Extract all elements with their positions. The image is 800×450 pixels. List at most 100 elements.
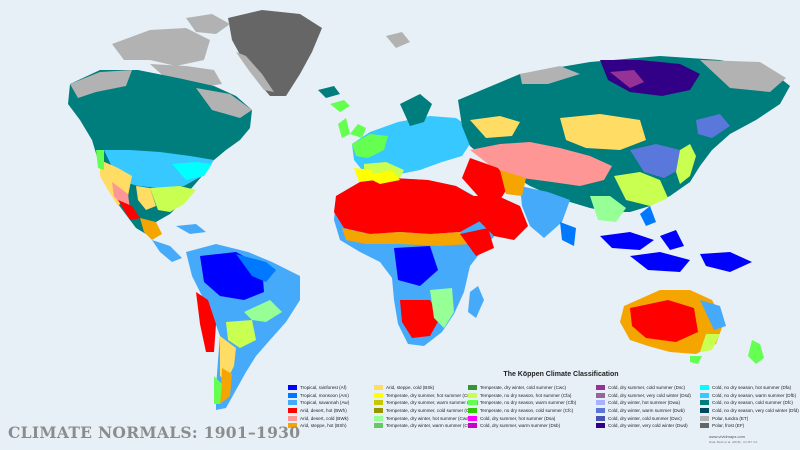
legend-label: Tropical, rainforest (Af) bbox=[300, 385, 347, 391]
legend-label: Temperate, dry summer, warm summer (Csb) bbox=[386, 400, 479, 406]
legend-label: Polar, tundra (ET) bbox=[712, 415, 749, 421]
north-america bbox=[68, 70, 252, 262]
legend-swatch bbox=[700, 408, 709, 414]
legend-label: Cold, dry winter, warm summer (Dwb) bbox=[608, 408, 685, 414]
map-title: CLIMATE NORMALS: 1901–1930 bbox=[8, 423, 301, 442]
legend-label: Temperate, dry summer, cold summer (Csc) bbox=[386, 408, 476, 414]
australia bbox=[620, 290, 726, 364]
iceland bbox=[318, 86, 340, 98]
legend-swatch bbox=[700, 400, 709, 406]
legend-item: Temperate, dry winter, hot summer (Cwa) bbox=[374, 414, 504, 422]
legend-swatch bbox=[288, 400, 297, 406]
legend-item: Temperate, dry winter, cold summer (Cwc) bbox=[468, 384, 598, 392]
legend-swatch bbox=[596, 392, 605, 398]
legend-swatch bbox=[596, 408, 605, 414]
legend-label: Cold, no dry season, cold summer (Dfc) bbox=[712, 400, 793, 406]
legend-swatch bbox=[374, 408, 383, 414]
credit: www.vividmaps.com bbox=[709, 434, 746, 439]
legend-swatch bbox=[468, 392, 477, 398]
legend-label: Cold, dry winter, cold summer (Dwc) bbox=[608, 415, 682, 421]
maritime-southeast-asia bbox=[600, 206, 752, 272]
legend-swatch bbox=[374, 385, 383, 391]
legend-item: Polar, tundra (ET) bbox=[700, 414, 800, 422]
legend-label: Cold, dry winter, hot summer (Dwa) bbox=[608, 400, 680, 406]
legend-label: Tropical, monsoon (Am) bbox=[300, 392, 349, 398]
legend-item: Temperate, dry summer, hot summer (Csa) bbox=[374, 392, 504, 400]
legend-swatch bbox=[288, 415, 297, 421]
legend-label: Tropical, savannah (Aw) bbox=[300, 400, 350, 406]
legend-item: Cold, dry summer, warm summer (Dsb) bbox=[468, 422, 598, 430]
legend-label: Cold, dry summer, cold summer (Dsc) bbox=[608, 385, 686, 391]
legend-item: Temperate, no dry season, hot summer (Cf… bbox=[468, 392, 598, 400]
legend-item: Tropical, rainforest (Af) bbox=[288, 384, 418, 392]
legend-label: Cold, dry winter, very cold winter (Dwd) bbox=[608, 423, 688, 429]
legend-swatch bbox=[288, 423, 297, 429]
legend-item: Cold, dry winter, cold summer (Dwc) bbox=[596, 414, 726, 422]
legend-swatch bbox=[596, 423, 605, 429]
legend-swatch bbox=[700, 385, 709, 391]
data-credit: Data: Beck et al. (2018) · CC BY 4.0 bbox=[709, 440, 758, 444]
legend-swatch bbox=[374, 392, 383, 398]
arabian-peninsula bbox=[470, 196, 528, 240]
legend-column: Tropical, rainforest (Af) Tropical, monso… bbox=[288, 384, 418, 430]
legend-item: Temperate, dry winter, warm summer (Cwb) bbox=[374, 422, 504, 430]
legend-item: Polar, frost (EF) bbox=[700, 422, 800, 430]
legend-label: Temperate, no dry season, hot summer (Cf… bbox=[480, 392, 572, 398]
legend-item: Cold, no dry season, cold summer (Dfc) bbox=[700, 399, 800, 407]
legend-item: Arid, desert, hot (BWh) bbox=[288, 407, 418, 415]
legend-label: Polar, frost (EF) bbox=[712, 423, 745, 429]
legend-label: Cold, no dry season, very cold winter (D… bbox=[712, 408, 799, 414]
legend-swatch bbox=[288, 385, 297, 391]
legend-item: Cold, dry summer, very cold winter (Dsd) bbox=[596, 392, 726, 400]
legend-item: Tropical, monsoon (Am) bbox=[288, 392, 418, 400]
legend-item: Tropical, savannah (Aw) bbox=[288, 399, 418, 407]
legend-label: Arid, steppe, hot (BSh) bbox=[300, 423, 347, 429]
legend-item: Cold, no dry season, very cold winter (D… bbox=[700, 407, 800, 415]
legend-item: Cold, dry winter, warm summer (Dwb) bbox=[596, 407, 726, 415]
legend-label: Cold, no dry season, warm summer (Dfb) bbox=[712, 392, 796, 398]
legend-label: Arid, desert, hot (BWh) bbox=[300, 408, 347, 414]
legend-swatch bbox=[468, 400, 477, 406]
legend-item: Arid, desert, cold (BWk) bbox=[288, 414, 418, 422]
legend-label: Temperate, dry winter, warm summer (Cwb) bbox=[386, 423, 476, 429]
new-zealand bbox=[748, 340, 764, 364]
madagascar bbox=[468, 286, 484, 318]
legend-label: Temperate, no dry season, warm summer (C… bbox=[480, 400, 577, 406]
legend-label: Cold, dry summer, warm summer (Dsb) bbox=[480, 423, 561, 429]
legend-swatch bbox=[288, 408, 297, 414]
legend-swatch bbox=[374, 400, 383, 406]
legend-item: Cold, dry summer, cold summer (Dsc) bbox=[596, 384, 726, 392]
legend-label: Arid, desert, cold (BWk) bbox=[300, 415, 349, 421]
legend-label: Temperate, dry summer, hot summer (Csa) bbox=[386, 392, 474, 398]
legend-item: Temperate, dry summer, cold summer (Csc) bbox=[374, 407, 504, 415]
legend-swatch bbox=[288, 392, 297, 398]
legend-item: Cold, dry summer, hot summer (Dsa) bbox=[468, 414, 598, 422]
canadian-arctic-archipelago bbox=[112, 14, 230, 88]
legend-label: Arid, steppe, cold (BSk) bbox=[386, 385, 435, 391]
legend-swatch bbox=[468, 408, 477, 414]
legend-label: Cold, dry summer, very cold winter (Dsd) bbox=[608, 392, 691, 398]
legend-column: Arid, steppe, cold (BSk) Temperate, dry s… bbox=[374, 384, 504, 430]
legend-label: Temperate, dry winter, cold summer (Cwc) bbox=[480, 385, 567, 391]
legend-column: Temperate, dry winter, cold summer (Cwc)… bbox=[468, 384, 598, 430]
legend-swatch bbox=[596, 415, 605, 421]
africa bbox=[334, 170, 498, 346]
legend-item: Temperate, no dry season, cold summer (C… bbox=[468, 407, 598, 415]
legend-column: Cold, no dry season, hot summer (Dfa) Col… bbox=[700, 384, 800, 430]
legend-column: Cold, dry summer, cold summer (Dsc) Cold,… bbox=[596, 384, 726, 430]
legend-swatch bbox=[468, 385, 477, 391]
legend-item: Arid, steppe, hot (BSh) bbox=[288, 422, 418, 430]
legend-swatch bbox=[468, 423, 477, 429]
legend-item: Cold, dry winter, hot summer (Dwa) bbox=[596, 399, 726, 407]
japan bbox=[676, 144, 696, 184]
legend-item: Cold, dry winter, very cold winter (Dwd) bbox=[596, 422, 726, 430]
legend-swatch bbox=[468, 415, 477, 421]
legend-swatch bbox=[700, 423, 709, 429]
legend-label: Cold, dry summer, hot summer (Dsa) bbox=[480, 415, 556, 421]
legend-item: Temperate, dry summer, warm summer (Csb) bbox=[374, 399, 504, 407]
legend-swatch bbox=[374, 415, 383, 421]
legend-item: Arid, steppe, cold (BSk) bbox=[374, 384, 504, 392]
legend-label: Temperate, dry winter, hot summer (Cwa) bbox=[386, 415, 471, 421]
legend-item: Cold, no dry season, warm summer (Dfb) bbox=[700, 392, 800, 400]
